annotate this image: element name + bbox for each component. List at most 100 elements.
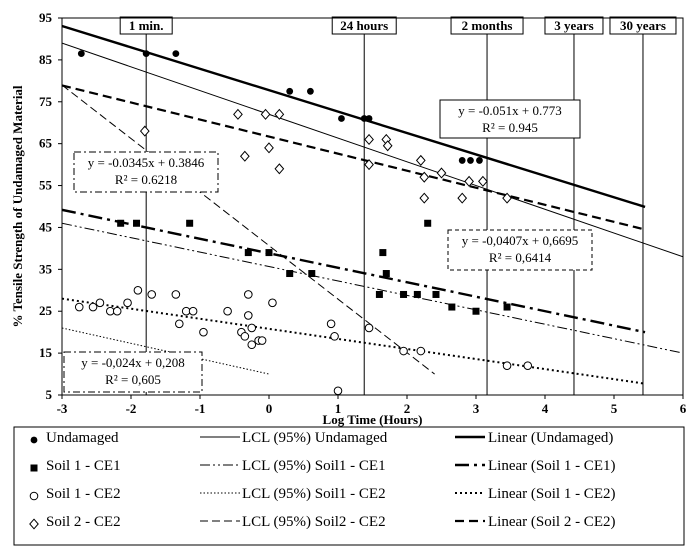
r-squared-text: R² = 0,6414 — [489, 250, 552, 265]
data-point-filled-circle — [476, 157, 483, 164]
legend-label: LCL (95%) Soil1 - CE2 — [242, 486, 386, 502]
data-point-open-diamond — [364, 133, 374, 146]
data-point-filled-circle — [338, 115, 345, 122]
data-point-open-diamond — [239, 150, 250, 162]
data-point-filled-square — [265, 249, 273, 257]
time-marker-label: 30 years — [620, 18, 666, 33]
equation-box-undamaged — [439, 99, 581, 139]
data-point-open-diamond — [274, 163, 285, 175]
legend-symbol-filled-square — [30, 464, 38, 472]
data-point-filled-square — [432, 290, 440, 298]
y-tick-label: 5 — [46, 387, 53, 402]
x-tick-label: -3 — [57, 401, 68, 416]
series-line-thick-dotted — [62, 297, 646, 385]
data-point-filled-circle — [365, 115, 373, 122]
data-point-open-circle — [199, 327, 208, 337]
legend: Undamaged Soil 1 - CE1 Soil 1 - CE2 Soil 2 … — [13, 426, 685, 546]
data-point-filled-circle — [307, 87, 314, 95]
data-point-open-diamond — [457, 192, 468, 204]
data-point-filled-square — [117, 219, 125, 227]
series-line-thin-solid — [62, 42, 683, 258]
equation-box-soil2 — [73, 151, 219, 193]
equation-boxes: y = -0.051x + 0.773 R² = 0.945 y = -0.0345… — [63, 99, 593, 393]
data-point-open-circle — [223, 306, 232, 316]
data-point-open-diamond — [382, 140, 393, 152]
data-point-open-circle — [399, 346, 408, 356]
y-tick-label: 35 — [39, 261, 53, 276]
data-point-open-diamond — [464, 175, 474, 187]
time-marker-box — [544, 16, 604, 35]
time-marker-box — [331, 16, 397, 35]
data-point-filled-square — [308, 270, 316, 278]
data-point-open-circle — [330, 332, 339, 341]
legend-label: Linear (Soil 2 - CE2) — [488, 514, 615, 530]
equation-text: y = -0.051x + 0.773 — [458, 103, 562, 118]
legend-label: Soil 2 - CE2 — [46, 514, 121, 530]
data-point-filled-square — [503, 303, 511, 311]
data-point-filled-square — [472, 307, 480, 315]
data-point-filled-circle — [77, 50, 85, 58]
legend-symbol-filled-circle — [30, 436, 38, 444]
equation-text: y = -0.0345x + 0.3846 — [88, 155, 205, 170]
data-point-filled-square — [244, 249, 252, 257]
time-markers: 1 min. 24 hours 2 months 3 years 30 years — [119, 16, 677, 395]
equation-text: y = -0,0407x + 0,6695 — [462, 233, 579, 248]
data-point-open-diamond — [233, 108, 243, 120]
x-tick-label: 3 — [473, 401, 480, 416]
series-line-thin-dash-dot-dot — [62, 222, 683, 354]
data-point-open-circle — [88, 302, 98, 312]
data-point-open-circle — [123, 298, 132, 308]
data-point-open-diamond — [274, 108, 285, 120]
legend-symbol-open-circle — [29, 491, 39, 501]
time-marker-label: 24 hours — [340, 18, 388, 33]
x-tick-label: 0 — [266, 401, 273, 416]
data-point-open-circle — [112, 306, 122, 316]
data-point-open-diamond — [415, 154, 426, 166]
data-point-filled-square — [400, 290, 408, 298]
r-squared-text: R² = 0.945 — [482, 120, 538, 135]
data-point-open-diamond — [436, 167, 447, 179]
y-tick-label: 55 — [39, 178, 53, 193]
data-point-filled-square — [286, 270, 294, 278]
data-point-filled-square — [382, 270, 390, 278]
y-tick-label: 45 — [39, 219, 53, 234]
data-point-open-diamond — [264, 142, 274, 154]
y-tick-label: 95 — [39, 10, 53, 25]
regression-lines — [62, 24, 683, 385]
data-point-open-diamond — [139, 125, 150, 137]
data-point-open-circle — [247, 323, 257, 333]
data-point-open-diamond — [502, 192, 512, 204]
x-tick-label: 2 — [404, 401, 411, 416]
legend-label: Undamaged — [46, 430, 119, 446]
x-tick-label: -1 — [195, 401, 206, 416]
legend-label: Soil 1 - CE1 — [46, 458, 121, 474]
y-axis-title: % Tensile Strength of Undamaged Material — [10, 85, 25, 327]
data-point-filled-circle — [458, 157, 466, 164]
data-point-open-circle — [326, 319, 336, 329]
data-point-open-circle — [247, 340, 257, 350]
equation-text: y = -0,024x + 0,208 — [81, 355, 185, 370]
data-point-open-circle — [95, 298, 105, 308]
data-point-open-diamond — [364, 159, 374, 171]
data-point-filled-circle — [142, 50, 150, 58]
data-point-filled-circle — [467, 157, 474, 164]
x-axis-title: Log Time (Hours) — [323, 412, 423, 427]
x-tick-label: 1 — [335, 401, 342, 416]
data-point-open-circle — [502, 361, 512, 370]
legend-label: Linear (Soil 1 - CE2) — [488, 486, 615, 502]
data-point-filled-square — [186, 219, 194, 227]
series-line-thick-dash-dot — [62, 208, 646, 334]
data-point-open-circle — [147, 290, 156, 299]
data-point-open-circle — [133, 285, 143, 295]
data-point-filled-square — [448, 303, 456, 311]
data-point-open-circle — [333, 386, 343, 396]
legend-frame — [13, 426, 685, 546]
data-point-open-circle — [175, 319, 184, 329]
data-point-open-circle — [523, 361, 533, 370]
data-point-open-diamond — [419, 192, 430, 204]
data-point-open-circle — [188, 306, 198, 316]
legend-label: Soil 1 - CE2 — [46, 486, 121, 502]
time-marker-label: 3 years — [554, 18, 593, 33]
series-line-thin-dashed — [62, 84, 435, 375]
